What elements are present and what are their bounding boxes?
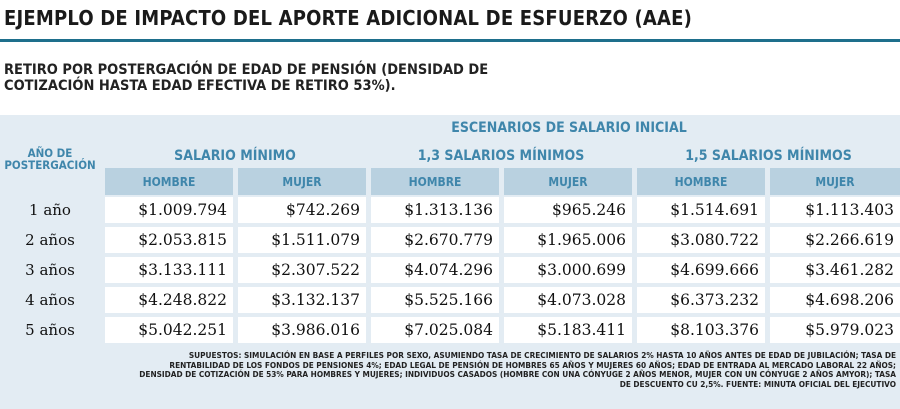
- table-cell: $3.000.699: [504, 257, 632, 283]
- table-cell: $1.313.136: [371, 197, 499, 223]
- group-header-salario-minimo: SALARIO MÍNIMO: [174, 148, 296, 164]
- footnote-line-3: DENSIDAD DE COTIZACIÓN DE 53% PARA HOMBR…: [139, 369, 896, 380]
- row-label: 1 año: [29, 201, 71, 219]
- page-title: EJEMPLO DE IMPACTO DEL APORTE ADICIONAL …: [4, 6, 693, 30]
- table-cell: $6.373.232: [637, 287, 765, 313]
- table-cell: $4.698.206: [770, 287, 900, 313]
- table-cell: $1.514.691: [637, 197, 765, 223]
- subheader-mujer-1: MUJER: [238, 168, 366, 195]
- subheader-hombre-2: HOMBRE: [371, 168, 499, 195]
- group-header-1-3-salarios: 1,3 SALARIOS MÍNIMOS: [417, 148, 585, 164]
- table-cell: $3.461.282: [770, 257, 900, 283]
- table-cell: $1.009.794: [105, 197, 233, 223]
- footnote-line-1: SUPUESTOS: SIMULACIÓN EN BASE A PERFILES…: [188, 350, 896, 360]
- table-cell: $7.025.084: [371, 317, 499, 343]
- footnote-line-4: DE DESCUENTO CU 2,5%. FUENTE: MINUTA OFI…: [619, 378, 896, 389]
- table-cell: $1.965.006: [504, 227, 632, 253]
- row-header: AÑO DE POSTERGACIÓN: [0, 147, 100, 171]
- table-cell: $5.042.251: [105, 317, 233, 343]
- table-cell: $4.248.822: [105, 287, 233, 313]
- table-cell: $3.080.722: [637, 227, 765, 253]
- table-cell: $1.113.403: [770, 197, 900, 223]
- table-cell: $2.266.619: [770, 227, 900, 253]
- super-header: ESCENARIOS DE SALARIO INICIAL: [451, 120, 687, 136]
- table-cell: $4.699.666: [637, 257, 765, 283]
- table-cell: $5.525.166: [371, 287, 499, 313]
- row-label: 3 años: [25, 261, 75, 279]
- subtitle-line-1: RETIRO POR POSTERGACIÓN DE EDAD DE PENSI…: [4, 62, 489, 78]
- row-label: 5 años: [25, 321, 75, 339]
- table-cell: $4.073.028: [504, 287, 632, 313]
- row-header-line-2: POSTERGACIÓN: [4, 158, 96, 172]
- table-cell: $2.053.815: [105, 227, 233, 253]
- subheader-hombre-3: HOMBRE: [637, 168, 765, 195]
- row-header-line-1: AÑO DE: [27, 146, 73, 160]
- group-header-1-5-salarios: 1,5 SALARIOS MÍNIMOS: [685, 148, 852, 164]
- table-cell: $5.979.023: [770, 317, 900, 343]
- table-cell: $3.986.016: [238, 317, 366, 343]
- subtitle: RETIRO POR POSTERGACIÓN DE EDAD DE PENSI…: [4, 62, 488, 94]
- table-cell: $965.246: [504, 197, 632, 223]
- subheader-mujer-3: MUJER: [770, 168, 900, 195]
- title-rule: [0, 39, 900, 42]
- footnote: SUPUESTOS: SIMULACIÓN EN BASE A PERFILES…: [6, 350, 896, 389]
- subheader-hombre-1: HOMBRE: [105, 168, 233, 195]
- table-cell: $5.183.411: [504, 317, 632, 343]
- table-cell: $8.103.376: [637, 317, 765, 343]
- subheader-mujer-2: MUJER: [504, 168, 632, 195]
- row-label: 4 años: [25, 291, 75, 309]
- table-cell: $2.670.779: [371, 227, 499, 253]
- table-cell: $2.307.522: [238, 257, 366, 283]
- table-cell: $742.269: [238, 197, 366, 223]
- footnote-line-2: RENTABILIDAD DE LOS FONDOS DE PENSIONES …: [169, 359, 896, 370]
- table-cell: $4.074.296: [371, 257, 499, 283]
- row-label: 2 años: [25, 231, 75, 249]
- table-cell: $1.511.079: [238, 227, 366, 253]
- table-cell: $3.132.137: [238, 287, 366, 313]
- table-cell: $3.133.111: [105, 257, 233, 283]
- subtitle-line-2: COTIZACIÓN HASTA EDAD EFECTIVA DE RETIRO…: [4, 78, 396, 94]
